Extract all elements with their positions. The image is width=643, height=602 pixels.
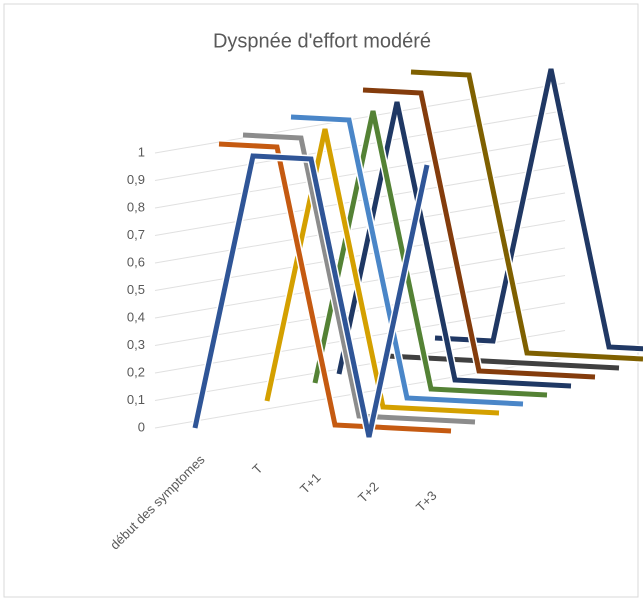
chart-frame	[3, 3, 639, 598]
y-tick-label: 0,2	[127, 364, 145, 379]
y-tick-label: 0,9	[127, 172, 145, 187]
chart-title: Dyspnée d'effort modéré	[213, 30, 431, 52]
y-tick-label: 0,5	[127, 282, 145, 297]
series-line	[290, 114, 524, 407]
series-line	[242, 132, 476, 425]
grid-line	[154, 165, 566, 236]
series-line	[264, 128, 500, 416]
series-line	[192, 153, 430, 438]
y-tick-label: 0,7	[127, 227, 145, 242]
y-tick-label: 1	[138, 144, 145, 159]
series-line	[410, 69, 643, 362]
y-tick-label: 0,6	[127, 254, 145, 269]
y-tick-label: 0,8	[127, 199, 145, 214]
y-tick-label: 0	[138, 419, 145, 434]
grid-line	[154, 110, 566, 181]
series-line	[362, 87, 596, 380]
series-line	[336, 101, 572, 389]
y-tick-label: 0,4	[127, 309, 145, 324]
y-tick-label: 0,1	[127, 392, 145, 407]
series-line	[218, 141, 452, 434]
y-tick-label: 0,3	[127, 337, 145, 352]
series-line	[312, 110, 548, 398]
